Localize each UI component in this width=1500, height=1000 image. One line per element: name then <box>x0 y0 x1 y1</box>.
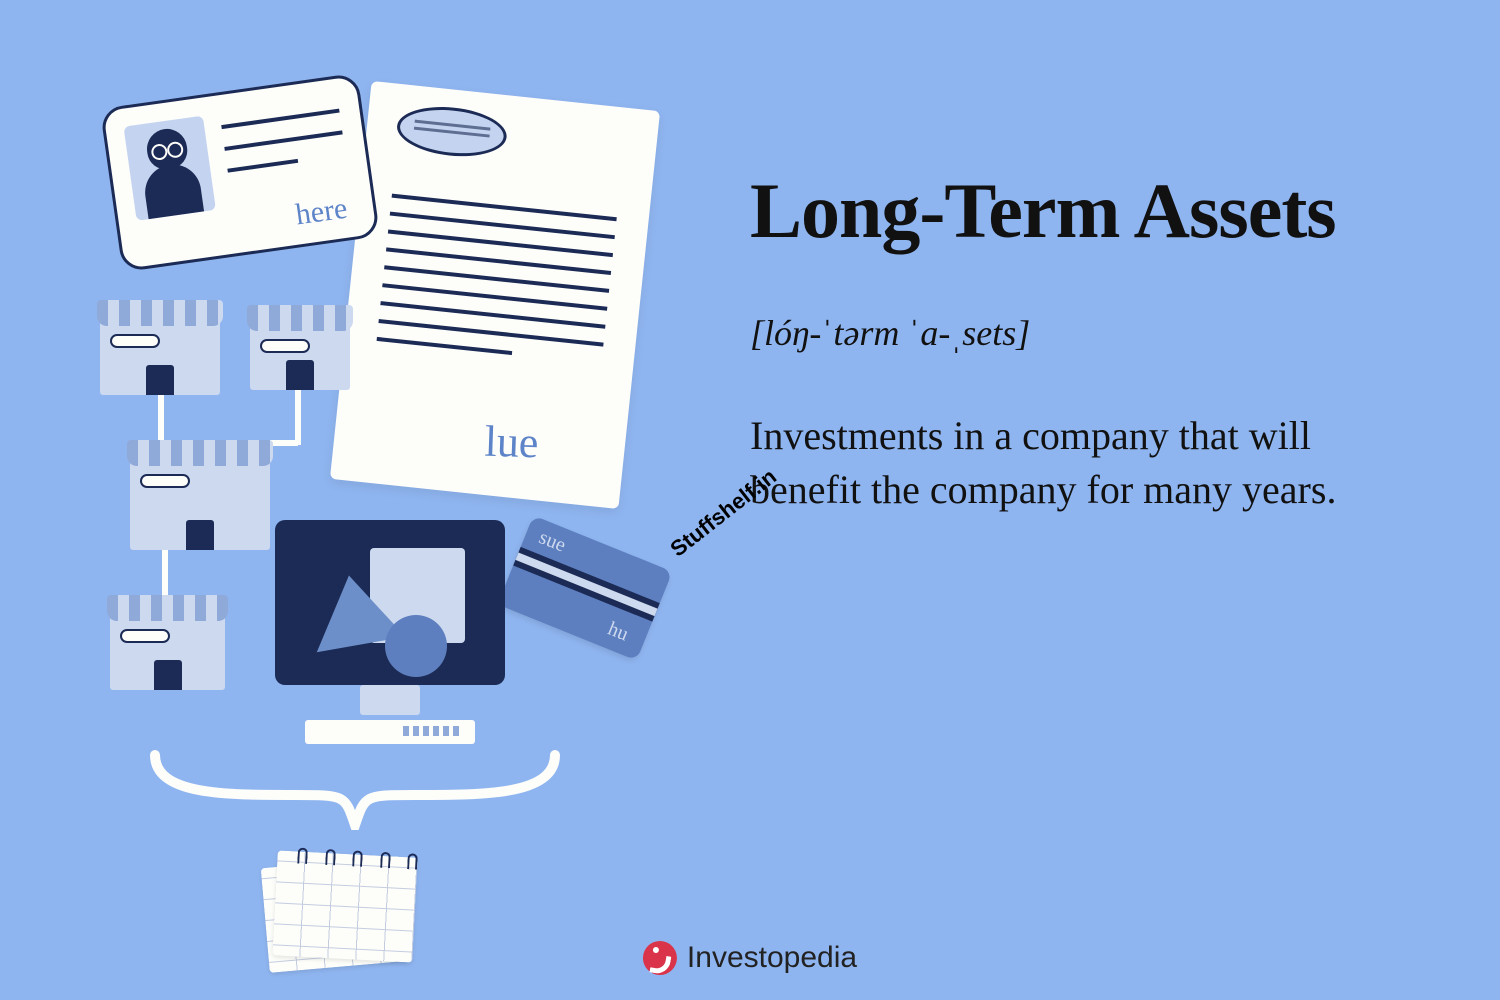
brand-footer: Investopedia <box>643 941 857 975</box>
infographic-canvas: lue here <box>0 0 1500 1000</box>
curly-brace-icon <box>145 750 565 830</box>
card-mark: sue <box>536 526 569 557</box>
store-icon <box>110 615 225 690</box>
page-title: Long-Term Assets <box>750 170 1390 252</box>
document-signature: lue <box>484 416 540 469</box>
stamp-icon <box>395 102 509 161</box>
monitor-icon <box>275 520 505 685</box>
monitor-stand <box>360 685 420 715</box>
id-photo <box>124 116 216 221</box>
phonetic-text: [lóŋ-ˈtərm ˈa-ˌsets] <box>750 312 1390 354</box>
connector-line <box>295 390 301 445</box>
credit-card-icon: sue hu <box>497 515 672 660</box>
card-signature: hu <box>604 618 631 647</box>
illustration-group: lue here <box>90 60 710 940</box>
document-icon: lue <box>330 81 660 509</box>
id-card-icon: here <box>100 73 380 273</box>
brand-name: Investopedia <box>687 941 857 975</box>
document-lines <box>375 194 617 379</box>
store-icon <box>250 325 350 390</box>
id-lines <box>221 109 348 191</box>
keyboard-icon <box>305 720 475 744</box>
text-column: Long-Term Assets [lóŋ-ˈtərm ˈa-ˌsets] In… <box>750 170 1390 517</box>
definition-text: Investments in a company that will benef… <box>750 409 1390 517</box>
calendar-icon <box>265 850 415 970</box>
store-icon <box>130 460 270 550</box>
store-icon <box>100 320 220 395</box>
brand-logo-icon <box>643 941 677 975</box>
id-signature: here <box>294 192 350 233</box>
